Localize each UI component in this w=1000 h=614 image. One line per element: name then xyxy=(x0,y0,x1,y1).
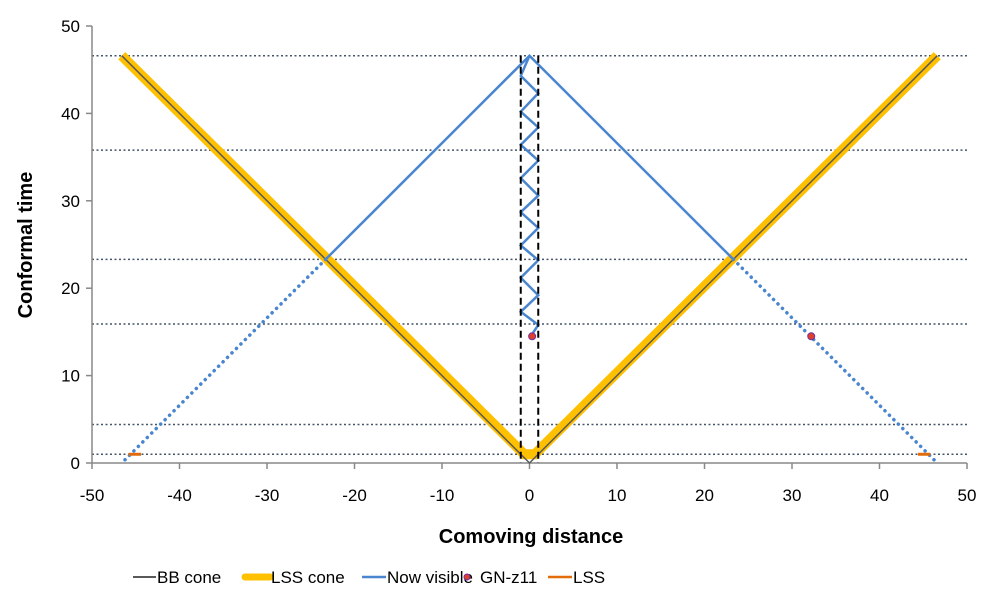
legend-label-bb-cone: BB cone xyxy=(157,568,221,587)
x-tick-label: 40 xyxy=(870,486,889,505)
axes: -50 -40 -30 -20 -10 0 10 20 30 40 50 0 10 20 30 40 50 xyxy=(61,17,976,505)
lss-cone-line xyxy=(118,52,941,460)
x-axis-label: Comoving distance xyxy=(439,526,623,548)
x-tick-label: 30 xyxy=(783,486,802,505)
now-visible-line xyxy=(731,257,939,465)
legend: BB cone LSS cone Now visible GN-z11 LSS xyxy=(133,568,605,587)
legend-label-lss-cone: LSS cone xyxy=(271,568,345,587)
now-visible-line xyxy=(120,257,328,465)
y-tick-label: 10 xyxy=(61,367,80,386)
now-visible-line xyxy=(518,55,541,334)
x-tick-label: 0 xyxy=(525,486,534,505)
x-tick-label: -30 xyxy=(255,486,280,505)
x-tick-label: 50 xyxy=(958,486,977,505)
series xyxy=(118,52,941,465)
y-tick-label: 20 xyxy=(61,279,80,298)
x-tick-label: -20 xyxy=(342,486,367,505)
bb-cone-line xyxy=(121,55,938,465)
legend-label-lss: LSS xyxy=(573,568,605,587)
y-tick-label: 0 xyxy=(71,454,80,473)
y-tick-label: 40 xyxy=(61,104,80,123)
y-tick-label: 50 xyxy=(61,17,80,36)
legend-label-gn-z11: GN-z11 xyxy=(480,568,537,587)
x-tick-label: 20 xyxy=(695,486,714,505)
y-axis-label: Conformal time xyxy=(15,172,37,319)
x-tick-label: -40 xyxy=(167,486,192,505)
legend-label-now-visible: Now visible xyxy=(387,568,473,587)
gn-z11-point xyxy=(807,332,816,341)
x-tick-label: -50 xyxy=(80,486,105,505)
legend-swatch-gn-z11 xyxy=(463,573,471,581)
gn-z11-point xyxy=(528,332,537,341)
y-tick-label: 30 xyxy=(61,192,80,211)
x-tick-label: 10 xyxy=(608,486,627,505)
x-tick-label: -10 xyxy=(430,486,455,505)
reference-lines xyxy=(92,54,967,456)
